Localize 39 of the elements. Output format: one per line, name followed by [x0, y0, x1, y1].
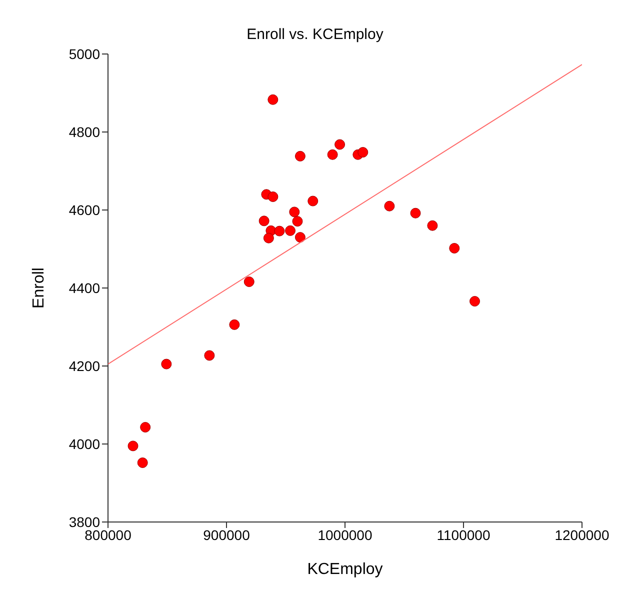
point — [258, 216, 270, 226]
point — [292, 216, 303, 227]
point — [274, 226, 285, 236]
point — [244, 276, 254, 288]
point — [449, 242, 460, 254]
point — [294, 232, 306, 243]
y-tick-label: 4600 — [68, 202, 100, 218]
y-axis-title: Enroll — [30, 268, 48, 308]
point — [268, 94, 278, 105]
x-tick-label: 1100000 — [436, 526, 490, 543]
point — [268, 191, 278, 202]
point — [308, 196, 318, 206]
point — [294, 150, 306, 162]
point — [161, 358, 172, 370]
y-tick-label: 4400 — [68, 280, 100, 296]
y-tick-label: 4800 — [68, 124, 100, 140]
x-tick-label: 900000 — [203, 526, 250, 543]
point — [410, 208, 421, 218]
point — [229, 319, 240, 330]
point — [285, 225, 296, 236]
point — [327, 149, 338, 160]
point — [263, 232, 274, 244]
point — [289, 206, 300, 218]
y-tick-label: 4200 — [68, 358, 100, 374]
point — [128, 440, 138, 452]
point — [358, 147, 368, 158]
point — [427, 220, 438, 231]
y-tick-label: 4000 — [68, 436, 100, 452]
x-tick-label: 1000000 — [318, 526, 372, 543]
point — [334, 139, 346, 150]
point — [140, 422, 151, 432]
y-tick-label: 5000 — [68, 46, 100, 62]
x-tick-label: 1200000 — [554, 526, 610, 543]
point — [137, 457, 148, 468]
point — [384, 200, 395, 212]
x-axis-title: KCEmploy — [307, 561, 383, 578]
point — [470, 296, 480, 307]
point — [204, 350, 215, 361]
chart-title: Enroll vs. KCEmploy — [246, 26, 384, 43]
